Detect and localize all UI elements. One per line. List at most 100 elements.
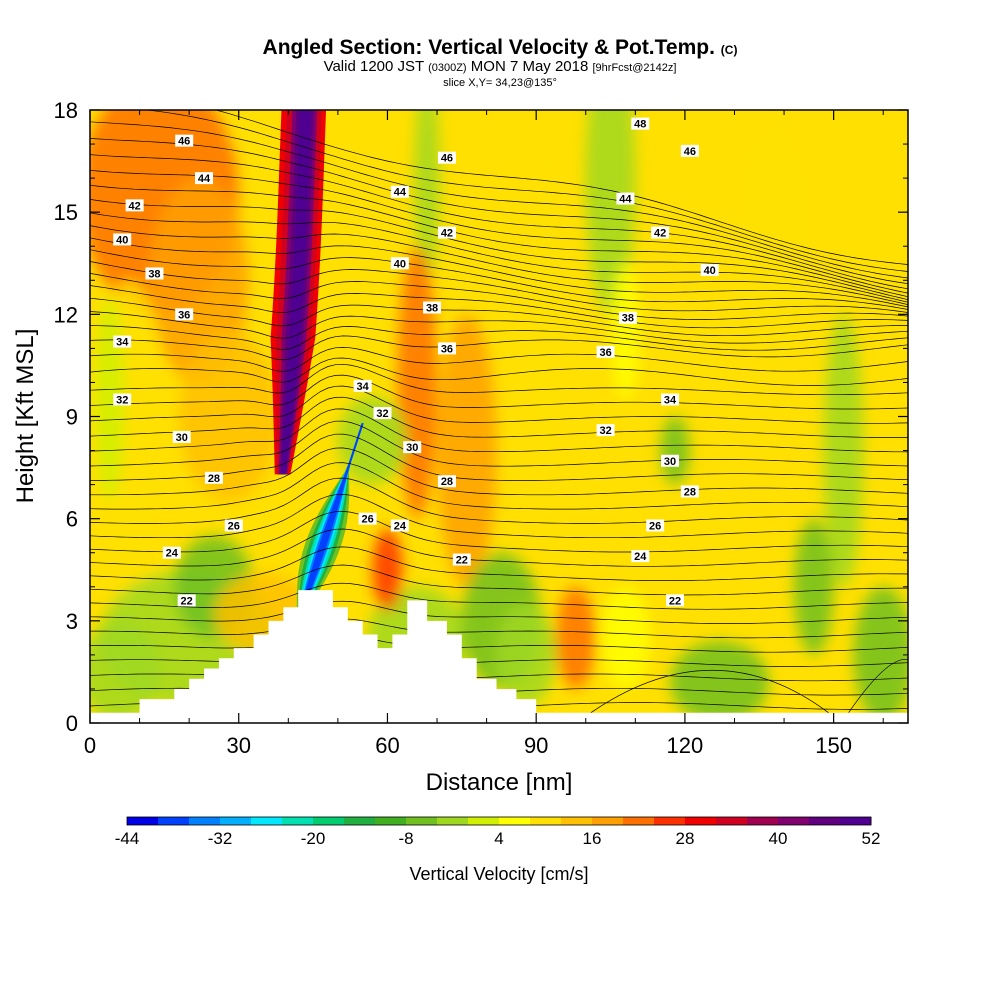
colorbar-swatch — [778, 817, 810, 825]
contour-label-bg — [390, 185, 409, 198]
contour-label: 46 — [441, 153, 453, 165]
isentrope-line — [90, 582, 908, 610]
y-tick-label: 9 — [66, 405, 78, 430]
colorbar-swatch — [220, 817, 252, 825]
colorbar-tick-label: 16 — [583, 829, 602, 848]
contour-label: 44 — [198, 173, 211, 185]
contour-label-bg — [661, 393, 680, 406]
colorbar-swatch — [654, 817, 686, 825]
colorbar-swatch — [437, 817, 469, 825]
isentrope-line — [90, 169, 908, 294]
contour-label-bg — [665, 594, 684, 607]
contour-label-bg — [390, 257, 409, 270]
contour-label-bg — [437, 342, 456, 355]
contour-label: 32 — [376, 408, 388, 420]
contour-label: 40 — [116, 234, 128, 246]
contour-label-bg — [437, 151, 456, 164]
colorbar-frame — [126, 816, 872, 826]
isentrope-line — [90, 494, 908, 539]
x-tick-label: 120 — [667, 733, 704, 758]
y-tick-label: 15 — [54, 200, 78, 225]
colorbar-tick-label: 28 — [676, 829, 695, 848]
contour-label: 42 — [441, 228, 453, 240]
contour-label-bg — [175, 308, 194, 321]
colorbar-tick-label: 52 — [862, 829, 881, 848]
isentrope-line — [848, 659, 908, 713]
contour-labels: 46 44 42 40 38 36 34 32 30 28 26 24 22 46 44 42 40 38 36 34… — [113, 117, 719, 607]
contour-label: 28 — [208, 473, 220, 485]
y-axis-label: Height [Kft MSL] — [12, 329, 39, 504]
contour-label: 28 — [441, 476, 453, 488]
contour-label-bg — [113, 335, 132, 348]
contour-label-bg — [390, 519, 409, 532]
colorbar-swatch — [716, 817, 748, 825]
contour-label-bg — [113, 393, 132, 406]
colorbar-tick-label: -32 — [208, 829, 233, 848]
contour-label: 30 — [176, 432, 188, 444]
isentrope-line — [90, 511, 908, 553]
isentrope-line — [90, 297, 908, 337]
chart-title: Angled Section: Vertical Velocity & Pot.… — [0, 36, 1000, 60]
contour-label-bg — [113, 233, 132, 246]
contour-label: 44 — [394, 187, 407, 199]
contour-label-bg — [175, 134, 194, 147]
contour-label: 46 — [684, 146, 696, 158]
contour-label-bg — [204, 471, 223, 484]
contour-label: 24 — [634, 551, 647, 563]
contour-label: 32 — [599, 425, 611, 437]
contour-label: 36 — [441, 343, 453, 355]
isentrope-line — [90, 528, 908, 567]
contour-label-bg — [680, 485, 699, 498]
colorbar-swatch — [251, 817, 283, 825]
isentrope-line — [90, 285, 908, 329]
isentrope-line — [90, 237, 908, 308]
x-tick-label: 90 — [524, 733, 548, 758]
contour-label: 36 — [599, 347, 611, 359]
contour-label: 24 — [166, 548, 179, 560]
colorbar-swatch — [623, 817, 655, 825]
isentrope-line — [90, 385, 908, 424]
y-tick-label: 12 — [54, 302, 78, 327]
colorbar-swatch — [561, 817, 593, 825]
colorbar: -44 -32 -20 -8 4 16 28 40 52 — [115, 816, 881, 848]
x-tick-label: 0 — [84, 733, 96, 758]
contour-label: 34 — [116, 337, 129, 349]
isentrope-line — [90, 347, 908, 372]
isentrope-line — [90, 546, 908, 581]
isentrope-line — [90, 325, 908, 351]
isentrope-line — [590, 670, 829, 714]
isentrope-line — [90, 184, 908, 298]
colorbar-tick-label: 4 — [494, 829, 503, 848]
isentrope-line — [90, 447, 908, 496]
contour-label: 34 — [357, 381, 370, 393]
chart-title-main: Angled Section: Vertical Velocity & Pot.… — [262, 36, 715, 59]
colorbar-swatch — [840, 817, 872, 825]
contour-label-bg — [437, 226, 456, 239]
contour-label: 28 — [684, 486, 696, 498]
contour-label: 22 — [669, 595, 681, 607]
contour-label: 38 — [426, 303, 438, 315]
contour-label-bg — [353, 379, 372, 392]
colorbar-swatch — [809, 817, 841, 825]
colorbar-tick-label: -20 — [301, 829, 326, 848]
colorbar-swatch — [747, 817, 779, 825]
contour-label: 46 — [178, 136, 190, 148]
contour-label-bg — [125, 199, 144, 212]
contour-label-bg — [631, 117, 650, 130]
contour-label: 30 — [406, 442, 418, 454]
y-tick-label: 18 — [54, 98, 78, 123]
colorbar-swatch — [406, 817, 438, 825]
isentrope-line — [90, 564, 908, 596]
contour-label-bg — [358, 512, 377, 525]
contour-label: 26 — [361, 514, 373, 526]
isentrope-line — [90, 273, 908, 320]
contour-label-bg — [651, 226, 670, 239]
y-tick-label: 0 — [66, 711, 78, 736]
colorbar-swatch — [499, 817, 531, 825]
contour-label: 38 — [622, 313, 634, 325]
terrain-profile — [90, 590, 908, 723]
valid-time: Valid 1200 JST — [323, 58, 424, 75]
isentrope-line — [90, 433, 908, 481]
contour-label: 42 — [654, 228, 666, 240]
